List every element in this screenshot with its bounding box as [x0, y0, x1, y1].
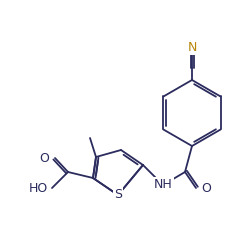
Text: NH: NH [154, 179, 172, 191]
Text: O: O [39, 151, 49, 165]
Text: N: N [187, 41, 197, 54]
Text: O: O [201, 182, 211, 194]
Text: S: S [114, 188, 122, 202]
Text: HO: HO [29, 182, 48, 194]
